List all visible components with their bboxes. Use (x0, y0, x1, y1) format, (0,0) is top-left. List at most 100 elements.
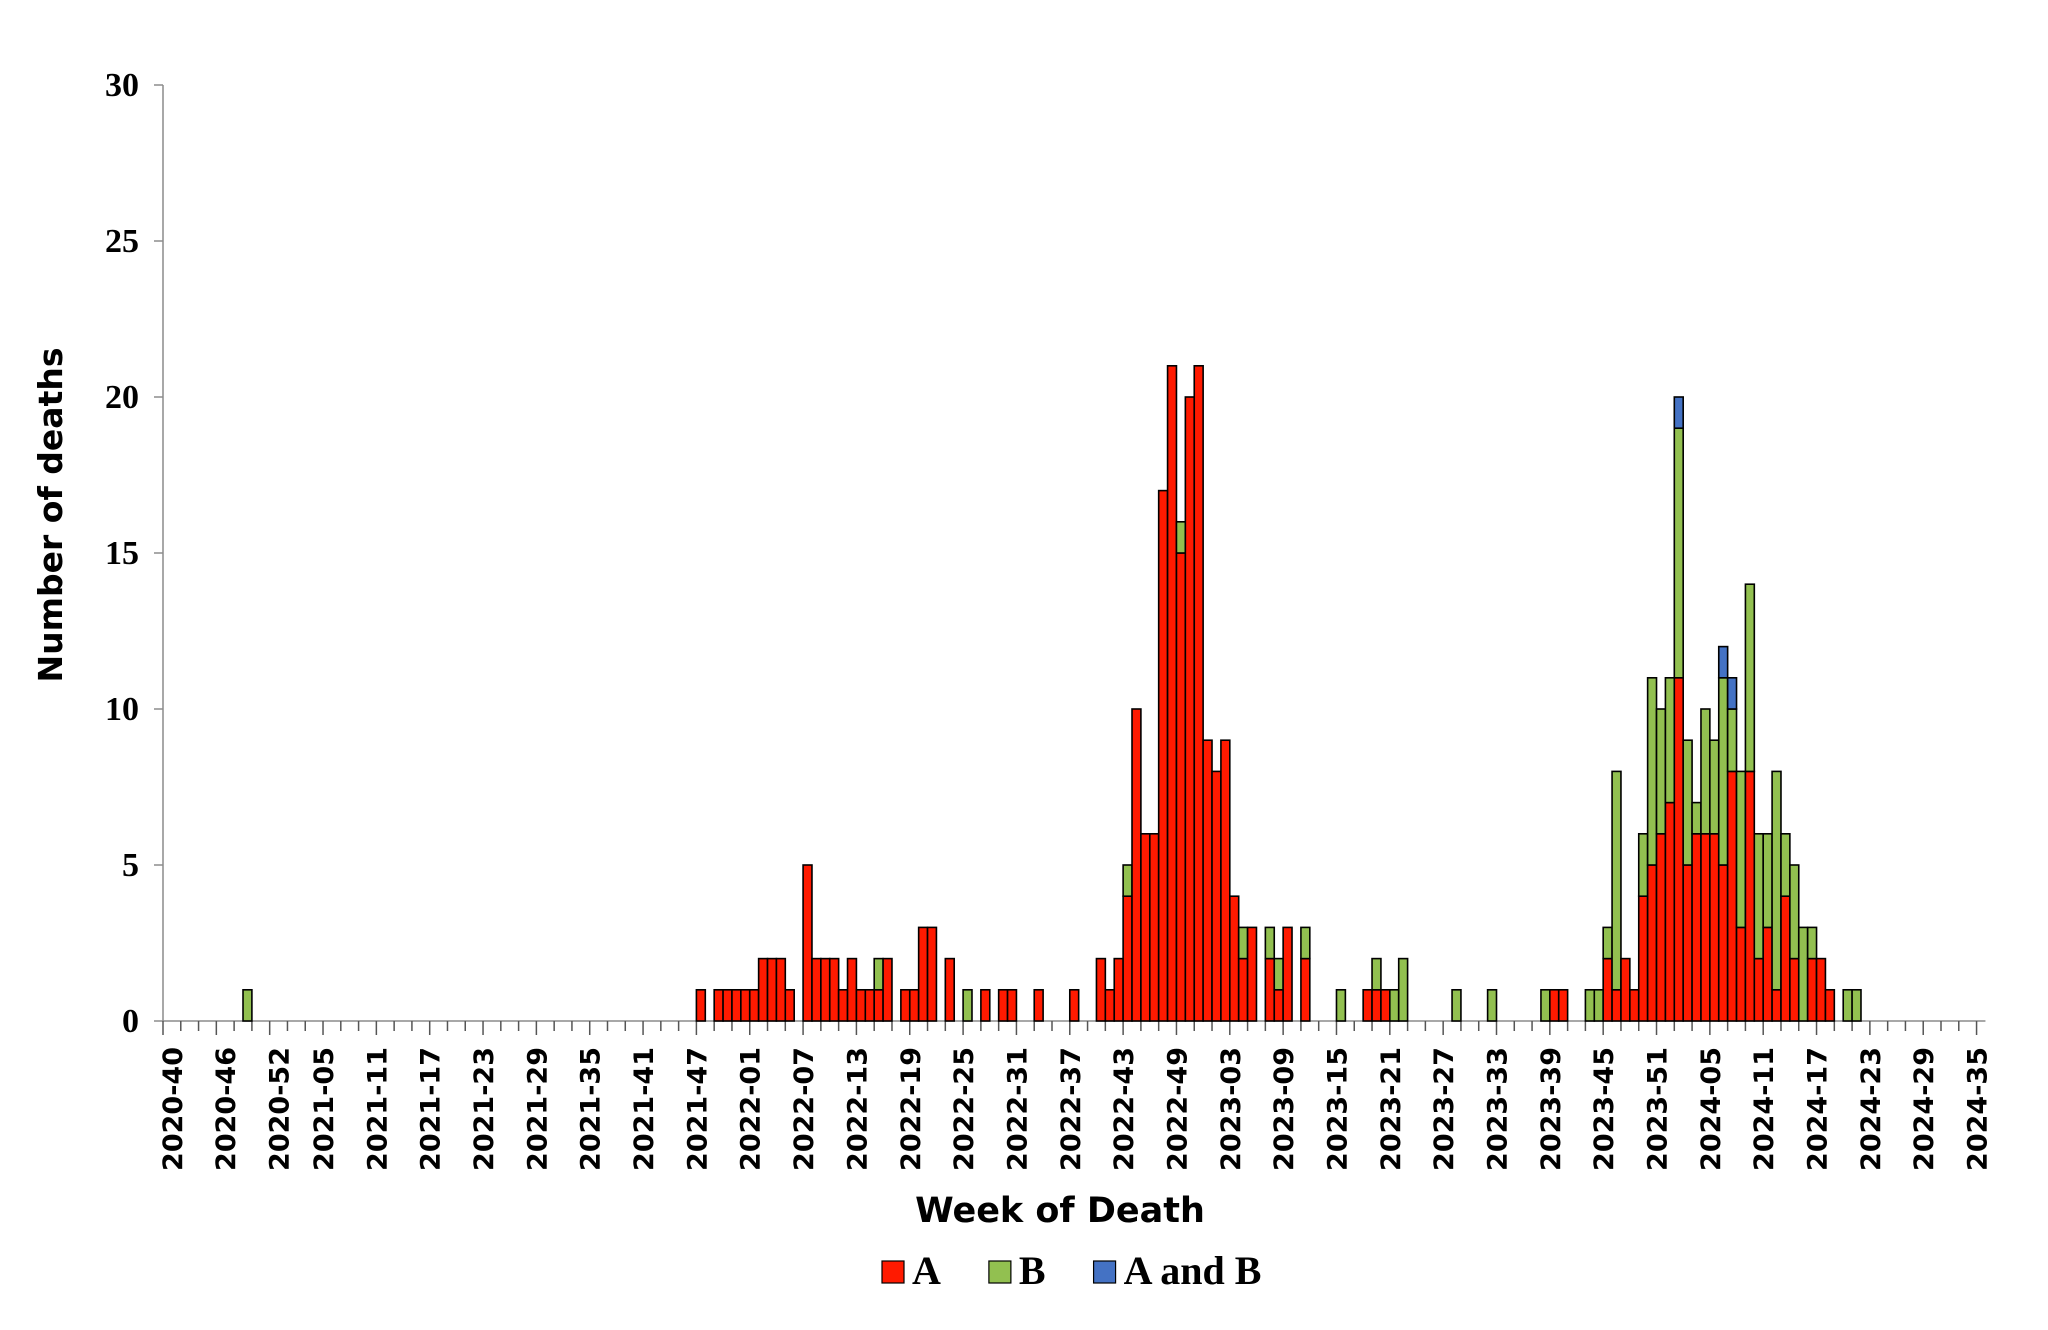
bar-segment-a (855, 988, 867, 1022)
legend-swatch (1092, 1260, 1117, 1284)
legend: A B A and B (881, 1248, 1261, 1293)
bar-segment-a (997, 988, 1009, 1022)
bar-segment-a (882, 957, 893, 1022)
bar-segment-a (1068, 988, 1080, 1022)
bar-segment-b (1389, 988, 1400, 1022)
bar-segment-a (1682, 864, 1693, 1022)
legend-label: A (912, 1248, 941, 1293)
bar-segment-a (944, 957, 956, 1022)
bar-segment-a (873, 988, 884, 1022)
bar-segment-a (1717, 864, 1729, 1022)
bar-segment-a (1095, 957, 1107, 1022)
bar-segment-a (695, 988, 707, 1022)
bar-segment-b (1717, 676, 1729, 866)
x-tick-label: 2024-35 (1963, 1047, 1994, 1171)
x-tick-label: 2024-05 (1696, 1047, 1727, 1171)
x-tick-label: 2024-17 (1803, 1047, 1834, 1171)
bar-segment-a (811, 957, 822, 1022)
bar-segment-a (1220, 739, 1231, 1022)
bar-segment-b (1797, 926, 1809, 1022)
bars-group (242, 364, 1862, 1022)
x-tick-label: 2022-49 (1162, 1047, 1193, 1171)
bar-segment-b (1602, 926, 1613, 960)
bar-segment-b (1593, 988, 1604, 1022)
legend-swatch (988, 1260, 1012, 1284)
bar-segment-a (980, 988, 991, 1022)
bar-segment-b (1397, 957, 1409, 1022)
bar-segment-a (722, 988, 733, 1022)
y-tick-label: 0 (122, 1003, 139, 1040)
bar-segment-a (1113, 957, 1124, 1022)
bar-segment-a (784, 988, 795, 1022)
bar-segment-a (1246, 926, 1258, 1022)
bar-segment-a (731, 988, 742, 1022)
bar-segment-b (1664, 676, 1676, 804)
bar-segment-b (1851, 988, 1862, 1022)
bar-segment-a (1629, 988, 1640, 1022)
x-tick-label: 2024-11 (1749, 1047, 1780, 1171)
y-tick-label: 30 (105, 67, 139, 104)
x-tick-label: 2021-11 (362, 1047, 393, 1171)
bar-segment-a (1140, 832, 1151, 1022)
bar-segment-a (1166, 364, 1178, 1022)
bar-segment-b (1735, 770, 1747, 929)
bar-segment-b (1806, 926, 1818, 960)
bar-segment-a (802, 864, 813, 1022)
x-tick-label: 2021-35 (576, 1047, 607, 1171)
bar-segment-b (1584, 988, 1596, 1022)
bar-segment-a (1735, 926, 1747, 1022)
bar-segment-a (1646, 864, 1658, 1022)
bar-segment-a-and-b (1726, 676, 1738, 710)
x-tick-label: 2021-29 (522, 1047, 553, 1171)
bar-segment-b (1726, 708, 1738, 773)
x-tick-label: 2022-25 (949, 1047, 980, 1171)
bar-segment-b (1611, 770, 1622, 991)
bar-segment-a (846, 957, 858, 1022)
x-tick-label: 2023-03 (1216, 1047, 1247, 1171)
bar-segment-a (1371, 988, 1382, 1022)
bar-segment-a (1104, 988, 1116, 1022)
bar-segment-a (917, 926, 929, 1022)
x-tick-label: 2020-40 (158, 1047, 189, 1171)
bar-segment-b (1646, 676, 1658, 866)
x-tick-label: 2021-23 (469, 1047, 500, 1171)
x-tick-label: 2022-37 (1056, 1047, 1087, 1171)
bar-segment-a (1175, 552, 1187, 1022)
bar-segment-b (1540, 988, 1551, 1022)
bar-segment-a (766, 957, 778, 1022)
bar-segment-b (1780, 832, 1791, 897)
bar-segment-b (1655, 708, 1667, 835)
bar-segment-a (1691, 832, 1702, 1022)
bar-segment-b (1709, 739, 1720, 835)
bar-segment-a (1202, 739, 1213, 1022)
bar-segment-a (820, 957, 831, 1022)
bar-segment-a (1673, 676, 1684, 1022)
bar-segment-b (1273, 957, 1284, 991)
bar-segment-a (713, 988, 724, 1022)
bar-segment-a (740, 988, 751, 1022)
x-tick-label: 2022-31 (1002, 1047, 1033, 1171)
bar-segment-a (926, 926, 938, 1022)
bar-segment-a (1806, 957, 1818, 1022)
bar-segment-b (1744, 583, 1756, 773)
x-tick-label: 2022-13 (842, 1047, 873, 1171)
bar-segment-a (1664, 801, 1676, 1022)
bar-segment-a (1789, 957, 1800, 1022)
bar-segment-a (1549, 988, 1560, 1022)
bar-segment-b (1673, 427, 1684, 679)
bar-segment-b (1771, 770, 1782, 991)
bar-segment-a (1006, 988, 1018, 1022)
x-tick-label: 2021-17 (416, 1047, 447, 1171)
bar-segment-a (1282, 926, 1293, 1022)
bar-segment-a (1157, 489, 1169, 1022)
bar-segment-a (1557, 988, 1569, 1022)
bar-segment-a-and-b (1673, 396, 1684, 430)
bar-segment-b (1789, 864, 1800, 960)
x-tick-label: 2024-29 (1909, 1047, 1940, 1171)
bar-segment-b (1762, 832, 1773, 929)
x-tick-label: 2023-51 (1643, 1047, 1674, 1171)
y-tick-label: 15 (105, 535, 139, 572)
bar-segment-a (900, 988, 911, 1022)
bar-segment-a (1122, 895, 1133, 1022)
